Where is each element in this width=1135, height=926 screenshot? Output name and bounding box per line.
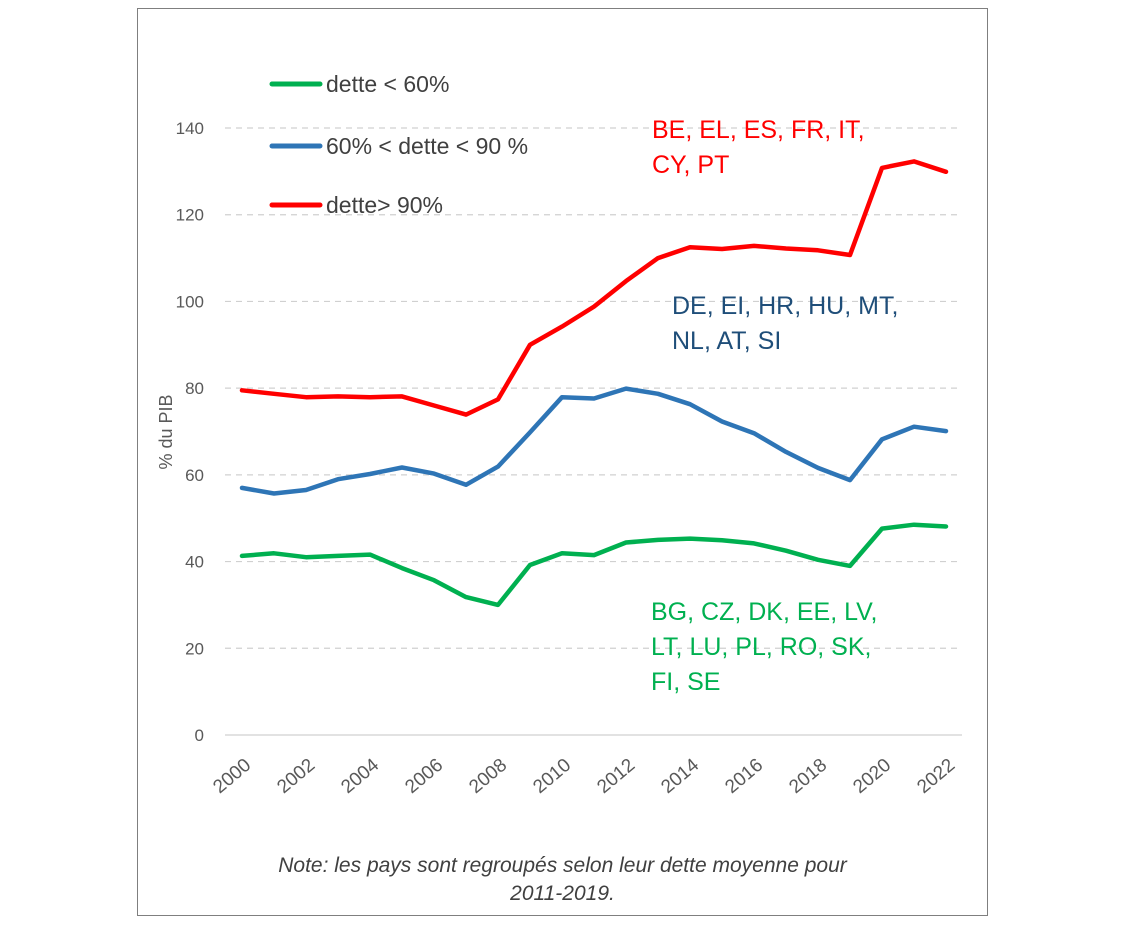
x-tick-label: 2012 [593,755,639,798]
annotation-0-line-1: CY, PT [652,151,729,179]
gridlines [225,127,962,736]
y-tick-label: 60 [185,466,204,485]
legend: dette < 60% 60% < dette < 90 % dette> 90% [269,71,528,218]
series-line-0 [239,522,949,608]
x-tick-label: 2018 [785,755,831,798]
note-line-1: Note: les pays sont regroupés selon leur… [278,854,847,877]
y-tick-label: 40 [185,553,204,572]
x-tick-label: 2010 [529,755,575,798]
y-tick-label: 140 [176,119,204,138]
annotation-1-line-0: DE, EI, HR, HU, MT, [672,292,898,320]
legend-label-2: dette> 90% [326,192,443,218]
y-tick-label: 20 [185,639,204,658]
x-tick-label: 2008 [465,755,511,798]
country-annotations: BE, EL, ES, FR, IT, CY, PT DE, EI, HR, HU,… [651,116,898,696]
y-tick-label: 0 [195,726,204,745]
legend-label-1: 60% < dette < 90 % [326,133,528,159]
y-tick-label: 100 [176,292,204,311]
series-lines [239,159,949,608]
x-tick-label: 2020 [849,755,895,798]
x-tick-labels: 2000 2002 2004 2006 2008 2010 2012 2014 2016 2018… [209,754,959,798]
annotation-2-line-0: BG, CZ, DK, EE, LV, [651,598,877,626]
chart-frame [137,8,988,916]
x-tick-label: 2022 [913,755,959,798]
series-line-1 [239,386,949,496]
annotation-1-line-1: NL, AT, SI [672,327,781,355]
annotation-2-line-1: LT, LU, PL, RO, SK, [651,633,871,661]
x-tick-label: 2006 [401,755,447,798]
y-tick-label: 80 [185,379,204,398]
y-tick-labels: 0 20 40 60 80 100 120 140 [176,119,204,745]
x-tick-label: 2002 [273,755,319,798]
chart-note: Note: les pays sont regroupés selon leur… [137,852,988,908]
x-tick-label: 2004 [337,754,383,798]
annotation-2-line-2: FI, SE [651,668,720,696]
legend-label-0: dette < 60% [326,71,449,97]
annotation-0-line-0: BE, EL, ES, FR, IT, [652,116,865,144]
x-tick-label: 2016 [721,755,767,798]
y-axis-label: % du PIB [156,394,176,469]
note-line-2: 2011-2019. [510,882,615,905]
series-line-2 [239,159,949,417]
x-tick-label: 2000 [209,755,255,798]
x-tick-label: 2014 [657,754,703,798]
y-tick-label: 120 [176,206,204,225]
